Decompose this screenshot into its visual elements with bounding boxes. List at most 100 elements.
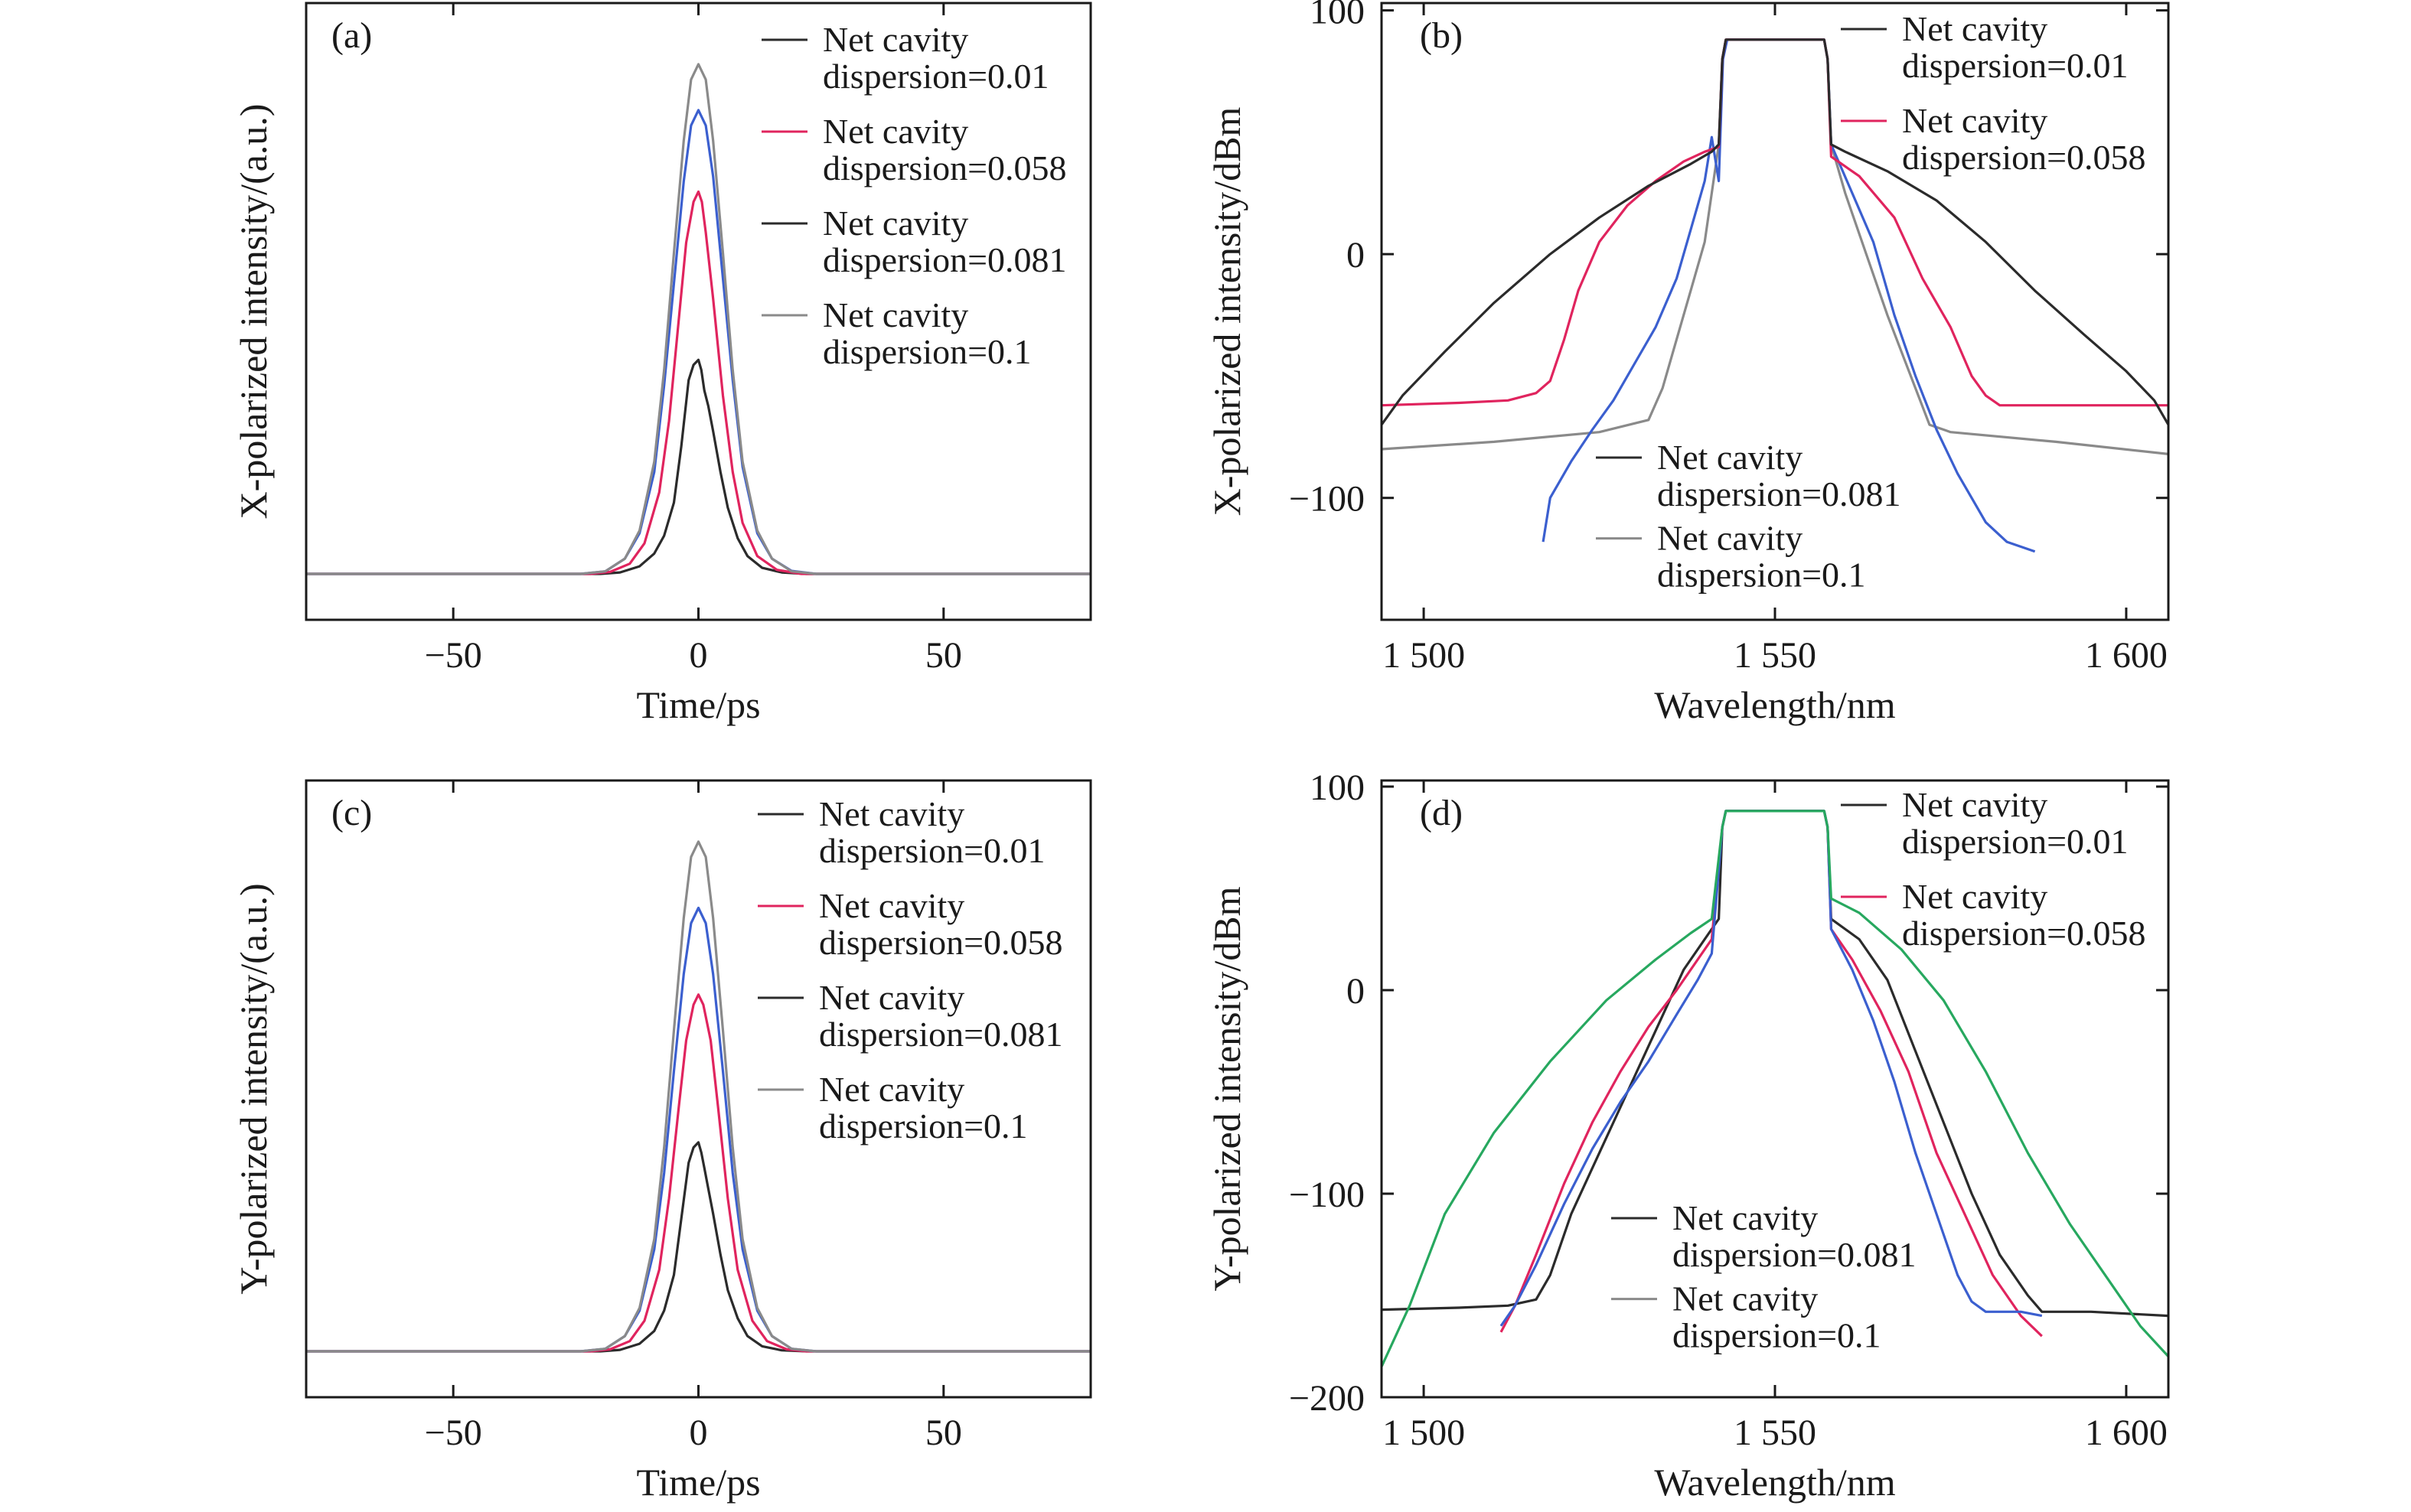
series-line [306,1141,1091,1353]
legend-text-line1: Net cavity [823,204,968,243]
series-line [1382,38,2168,426]
series-line [1382,38,2168,407]
x-tick-label: −50 [425,635,482,676]
x-tick-label: 50 [925,635,962,676]
y-tick-label: 0 [1346,235,1365,275]
legend-text-line1: Net cavity [1657,519,1803,558]
panel-a: −50 0 50 Time/ps X-polarized intensity/(a.u.… [232,2,1092,726]
legend-text-line1: Net cavity [1902,9,2047,48]
x-tick-label: 50 [925,1413,962,1453]
y-tick-label: 0 [1346,971,1365,1012]
y-tick-label: 100 [1310,767,1365,808]
x-tick-label: 0 [690,635,708,676]
x-tick-label: 1 600 [2085,1413,2168,1453]
legend-text-line1: Net cavity [1672,1279,1818,1318]
x-axis-label: Time/ps [636,1461,760,1504]
legend-text-line1: Net cavity [1672,1198,1818,1237]
plot-frame [305,779,1092,1399]
y-tick-label: −100 [1289,1175,1365,1215]
legend-text-line2: dispersion=0.058 [1902,914,2146,953]
legend-text-line1: Net cavity [819,1070,964,1109]
legend-text-line1: Net cavity [823,295,968,334]
panel-c: −50 0 50 Time/ps Y-polarized intensity/(a.u.… [232,779,1092,1504]
legend-text-line1: Net cavity [819,886,964,925]
legend-text-line1: Net cavity [823,112,968,151]
legend-text-line1: Net cavity [1902,785,2047,824]
legend-text-line2: dispersion=0.1 [1657,556,1866,595]
legend-text-line1: Net cavity [819,978,964,1017]
series-line [306,190,1091,575]
y-axis-label: X-polarized intensity/dBm [1206,107,1248,516]
legend-text-line2: dispersion=0.1 [1672,1316,1881,1355]
series-line [306,840,1091,1353]
series-line [306,358,1091,575]
legend-text-line1: Net cavity [819,794,964,833]
panel-tag: (b) [1420,15,1463,56]
y-tick-label: −100 [1289,479,1365,520]
legend-text-line1: Net cavity [1902,101,2047,140]
x-tick-label: 1 500 [1382,1413,1465,1453]
x-tick-label: −50 [425,1413,482,1453]
panel-b: 1 500 1 550 1 600 100 0 −100 Wavelength/nm X-po… [1206,0,2170,726]
y-tick-label: 100 [1310,0,1365,32]
series-line [306,993,1091,1353]
legend-text-line1: Net cavity [1902,877,2047,916]
panel-tag: (a) [331,15,372,56]
series-lines [306,63,1091,575]
series-lines [306,840,1091,1353]
series-lines [1382,38,2168,553]
legend-text-line2: dispersion=0.081 [823,240,1067,279]
series-line [1382,38,2168,455]
legend-text-line2: dispersion=0.081 [1672,1235,1917,1274]
legend-text-line2: dispersion=0.081 [819,1015,1063,1054]
legend-text-line2: dispersion=0.1 [823,332,1032,371]
series-line [306,63,1091,575]
panel-tag: (d) [1420,793,1463,833]
legend-text-line1: Net cavity [823,20,968,59]
legend-text-line2: dispersion=0.01 [819,831,1046,870]
x-tick-label: 0 [690,1413,708,1453]
y-axis-label: Y-polarized intensity/(a.u.) [232,883,275,1294]
series-line [1382,810,2168,1367]
panel-tag: (c) [331,793,372,833]
legend-text-line2: dispersion=0.01 [823,57,1049,96]
y-axis-label: Y-polarized intensity/dBm [1206,886,1248,1291]
legend-text-line2: dispersion=0.058 [1902,138,2146,177]
y-tick-label: −200 [1289,1378,1365,1419]
series-lines [1382,810,2168,1367]
legend-text-line1: Net cavity [1657,438,1803,477]
legend-text-line2: dispersion=0.01 [1902,46,2129,85]
legend-text-line2: dispersion=0.1 [819,1106,1028,1145]
panel-d: 1 500 1 550 1 600 100 0 −100 −200 Wavelength/nm… [1206,767,2170,1504]
x-tick-label: 1 550 [1734,1413,1816,1453]
legend-text-line2: dispersion=0.058 [823,148,1067,187]
y-axis-label: X-polarized intensity/(a.u.) [232,104,275,520]
x-tick-label: 1 500 [1382,635,1465,676]
x-axis-label: Wavelength/nm [1654,683,1895,726]
x-tick-label: 1 600 [2085,635,2168,676]
x-axis-label: Wavelength/nm [1654,1461,1895,1504]
legend-text-line2: dispersion=0.01 [1902,822,2129,861]
x-tick-label: 1 550 [1734,635,1816,676]
legend-text-line2: dispersion=0.081 [1657,474,1901,513]
